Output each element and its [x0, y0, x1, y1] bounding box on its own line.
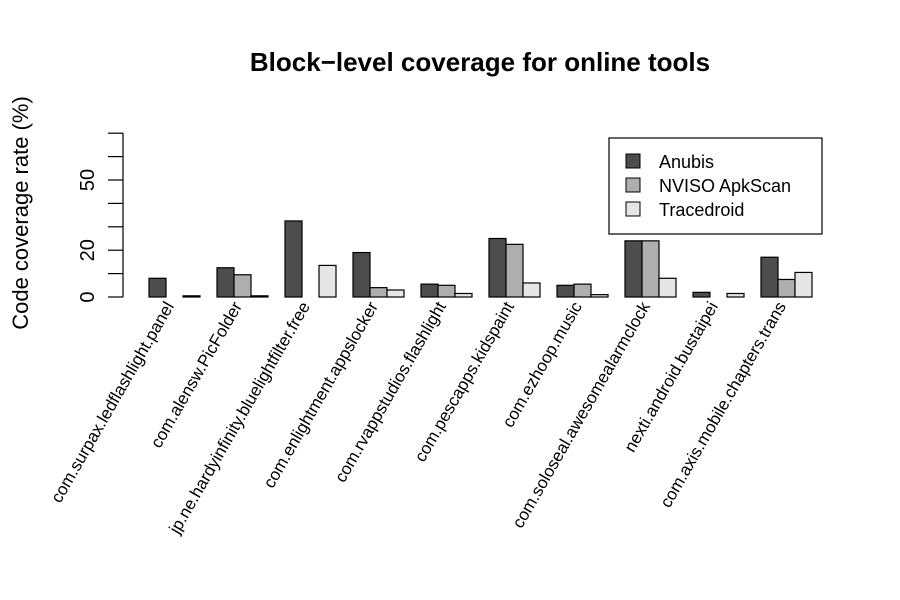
legend: Anubis NVISO ApkScan Tracedroid: [608, 137, 823, 235]
bars: [148, 220, 813, 298]
bar-tracedroid: [182, 295, 201, 298]
bar-anubis: [420, 283, 439, 298]
bar-nviso-apkscan: [437, 284, 456, 298]
bar-anubis: [352, 251, 371, 298]
bar-anubis: [488, 237, 507, 298]
legend-label-tracedroid: Tracedroid: [659, 200, 744, 220]
bar-tracedroid: [590, 294, 609, 298]
y-tick-label: 20: [77, 239, 99, 261]
x-tick-label: com.enlightment.appslocker: [260, 298, 382, 491]
legend-swatch-anubis: [625, 153, 641, 169]
x-tick-label: jp.ne.hardyinfinity.bluelightfilter.free: [165, 299, 314, 538]
bar-anubis: [216, 267, 235, 298]
bar-anubis: [284, 220, 303, 298]
legend-label-nviso-apkscan: NVISO ApkScan: [659, 176, 791, 196]
bar-nviso-apkscan: [505, 243, 524, 298]
bar-nviso-apkscan: [641, 240, 660, 298]
y-tick-label: 0: [77, 291, 99, 302]
legend-swatch-tracedroid: [625, 201, 641, 217]
bar-tracedroid: [318, 264, 337, 298]
x-tick-label: com.axis.mobile.chapters.trans: [656, 299, 790, 511]
legend-box: [608, 137, 823, 235]
y-tick-label: 50: [77, 169, 99, 191]
bar-anubis: [556, 284, 575, 298]
bar-anubis: [760, 256, 779, 298]
x-tick-label: com.soloseal.awesomealarmclock: [509, 298, 655, 531]
y-axis-label: Code coverage rate (%): [8, 96, 33, 330]
bar-tracedroid: [794, 271, 813, 298]
bar-nviso-apkscan: [233, 274, 252, 298]
bar-tracedroid: [386, 289, 405, 298]
bar-anubis: [148, 277, 167, 298]
bar-tracedroid: [522, 282, 541, 298]
bar-tracedroid: [658, 277, 677, 298]
bar-nviso-apkscan: [573, 283, 592, 298]
bar-anubis: [692, 291, 711, 298]
x-tick-label: com.surpax.ledflashlight.panel: [47, 299, 178, 507]
legend-label-anubis: Anubis: [659, 152, 714, 172]
bar-nviso-apkscan: [777, 278, 796, 298]
bar-tracedroid: [454, 292, 473, 298]
legend-swatch-nviso-apkscan: [625, 177, 641, 193]
bar-anubis: [624, 240, 643, 298]
x-tick-labels: com.surpax.ledflashlight.panelcom.alensw…: [47, 298, 790, 538]
bar-tracedroid: [250, 295, 269, 298]
bar-nviso-apkscan: [369, 287, 388, 298]
bar-tracedroid: [726, 292, 745, 298]
y-axis-ticks: 0 20 50: [77, 132, 123, 303]
chart-title: Block−level coverage for online tools: [250, 47, 710, 77]
